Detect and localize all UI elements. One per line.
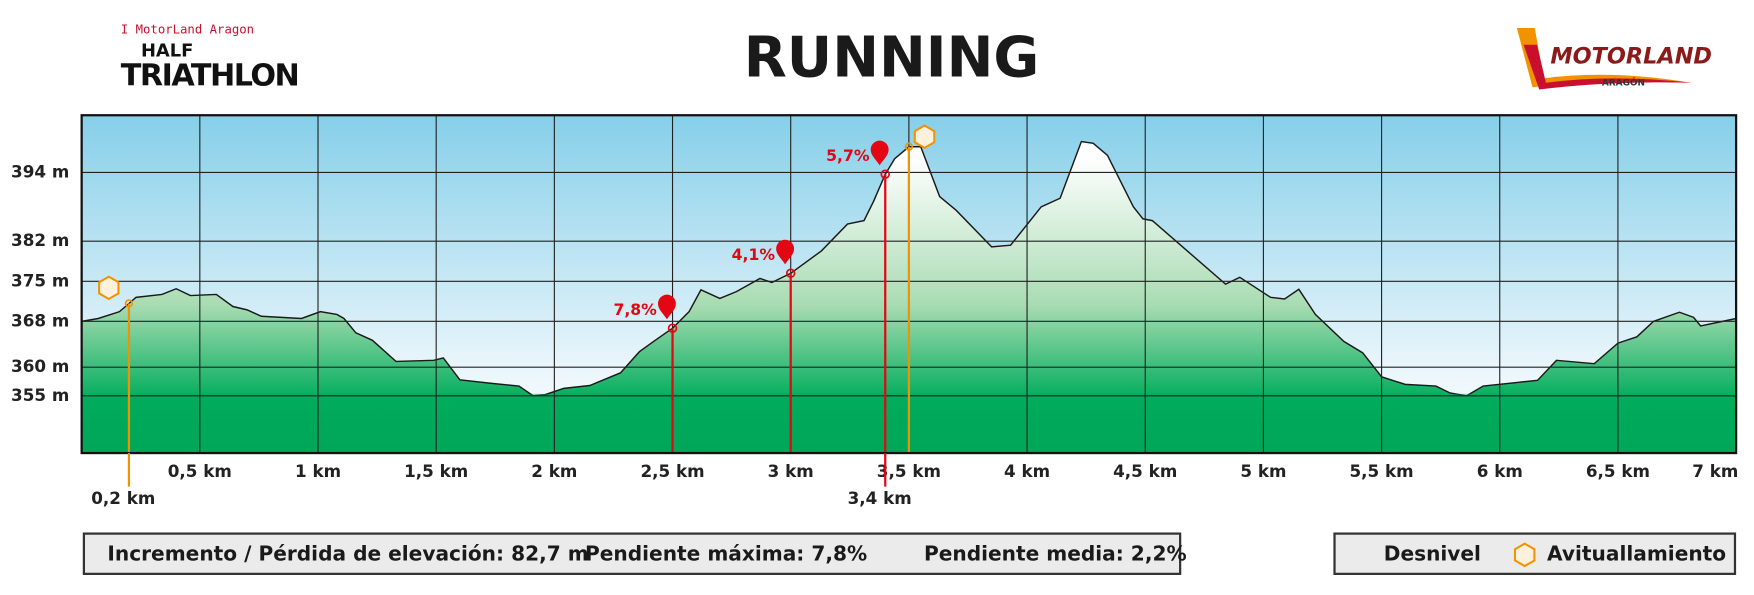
stat: Incremento / Pérdida de elevación: 82,7 … <box>107 541 588 565</box>
slope-label: 5,7% <box>826 146 870 165</box>
stat: Pendiente máxima: 7,8% <box>585 541 867 565</box>
x-tick-label: 2 km <box>531 461 577 481</box>
chart-title: RUNNING <box>744 26 1040 91</box>
elevation-line <box>81 140 1737 397</box>
x-tick-label: 3 km <box>768 461 814 481</box>
y-tick-label: 368 m <box>11 310 69 330</box>
legend-hex <box>1513 542 1536 568</box>
y-tick-label: 394 m <box>11 161 69 181</box>
aid-icon <box>98 275 120 301</box>
x-tick-label: 7 km <box>1692 461 1738 481</box>
slope-pin <box>870 140 889 166</box>
slope-pin <box>657 294 676 320</box>
plot-frame <box>80 114 1738 455</box>
x-tick-label: 0,2 km <box>91 488 155 508</box>
y-tick-label: 375 m <box>11 270 69 290</box>
event-name: TRIATHLON <box>121 59 300 94</box>
slope-point <box>667 323 678 333</box>
slope-pin <box>776 239 795 265</box>
y-tick-label: 360 m <box>11 356 69 376</box>
x-tick-label: 0,5 km <box>168 461 232 481</box>
aid-point <box>124 299 134 308</box>
y-tick-label: 355 m <box>11 385 69 405</box>
x-tick-label: 2,5 km <box>640 461 704 481</box>
x-tick-label: 6,5 km <box>1586 461 1650 481</box>
x-tick-label: 1,5 km <box>404 461 468 481</box>
stats-box <box>82 532 1182 575</box>
logo-left: I MotorLand Aragon HALF TRIATHLON <box>121 23 300 94</box>
event-top: I MotorLand Aragon <box>121 23 254 37</box>
x-tick-label: 6 km <box>1477 461 1523 481</box>
stat: Pendiente media: 2,2% <box>924 541 1187 565</box>
brand-sub: ARAGÓN <box>1602 76 1645 88</box>
plot: 7,8% 4,1% 5,7% <box>81 115 1737 565</box>
x-tick-label: 3,4 km <box>848 488 912 508</box>
logo-right: MOTORLAND ARAGÓN <box>1516 27 1712 90</box>
x-tick-label: 3,5 km <box>877 461 941 481</box>
x-tick-label: 4 km <box>1004 461 1050 481</box>
brand: MOTORLAND <box>1550 44 1712 70</box>
slope-label: 7,8% <box>613 300 657 319</box>
event-half: HALF <box>141 40 193 61</box>
logo-swoosh <box>1523 44 1692 90</box>
slope-point <box>785 268 796 279</box>
aid-point <box>904 142 914 151</box>
legend-label: Desnivel <box>1384 541 1481 565</box>
slope-point <box>880 169 890 179</box>
y-tick-label: 382 m <box>11 230 69 250</box>
x-tick-label: 5,5 km <box>1349 461 1413 481</box>
x-tick-label: 5 km <box>1240 461 1286 481</box>
aid-icon <box>913 124 936 150</box>
slope-label: 4,1% <box>732 245 776 264</box>
x-tick-label: 1 km <box>295 461 341 481</box>
x-tick-label: 4,5 km <box>1113 461 1177 481</box>
legend-label: Avituallamiento <box>1547 541 1726 565</box>
